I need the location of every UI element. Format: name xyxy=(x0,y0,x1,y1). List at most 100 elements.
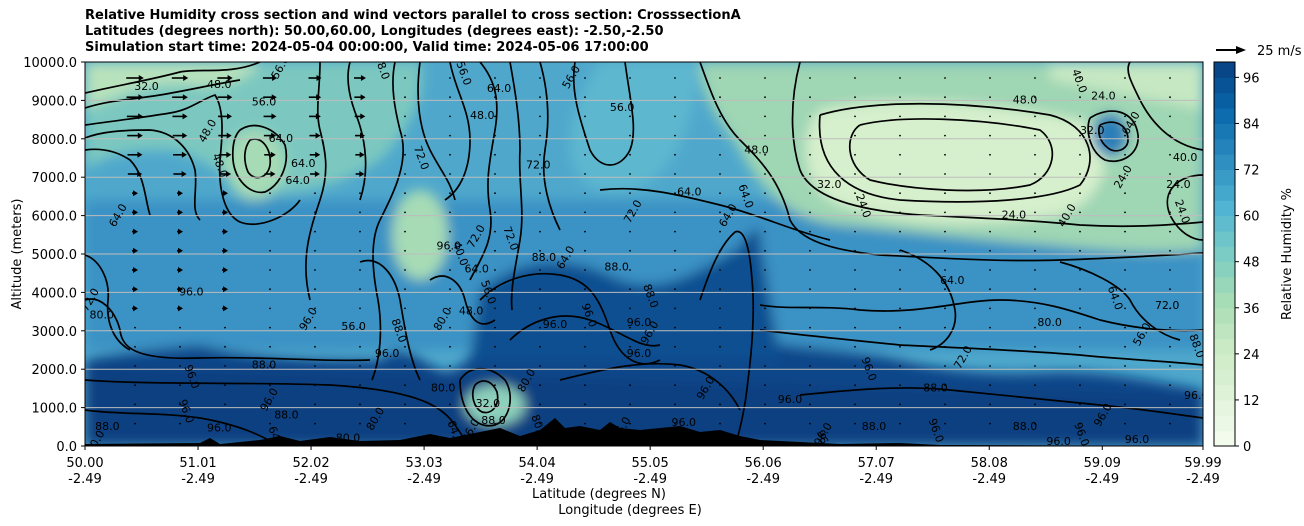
wind-vector xyxy=(224,326,226,329)
wind-vector-head xyxy=(315,113,321,120)
contour-label: 80.0 xyxy=(90,308,115,321)
wind-vector xyxy=(1169,422,1171,425)
wind-vector xyxy=(539,326,541,329)
contour-label: 72.0 xyxy=(1155,299,1180,312)
wind-vector xyxy=(944,422,946,425)
wind-vector xyxy=(989,403,991,406)
contour-label: 96.0 xyxy=(1184,389,1209,402)
wind-vector-head xyxy=(226,132,232,139)
wind-vector xyxy=(629,153,631,156)
wind-vector xyxy=(314,326,316,329)
wind-vector-head xyxy=(360,75,366,81)
wind-vector xyxy=(494,77,496,79)
y-tick-label: 8000.0 xyxy=(32,133,78,148)
wind-vector xyxy=(809,77,811,79)
wind-vector-head xyxy=(223,228,228,235)
wind-vector xyxy=(944,269,946,271)
wind-vector xyxy=(359,211,361,214)
colorbar-segment xyxy=(1214,200,1235,217)
wind-vector xyxy=(359,422,361,425)
wind-vector xyxy=(359,365,361,367)
wind-vector xyxy=(899,422,901,425)
wind-vector xyxy=(764,288,766,291)
wind-vector xyxy=(269,345,271,348)
y-tick-label: 2000.0 xyxy=(32,363,78,378)
contour-line xyxy=(1087,110,1139,163)
wind-vector xyxy=(674,422,676,425)
wind-vector xyxy=(809,96,811,99)
wind-vector xyxy=(449,77,451,79)
colorbar-segment xyxy=(1214,292,1235,309)
colorbar-segment xyxy=(1214,230,1235,247)
wind-vector xyxy=(1124,211,1126,214)
wind-vector-head xyxy=(271,113,277,120)
wind-vector xyxy=(1034,365,1036,367)
wind-vector xyxy=(899,134,901,137)
x-tick-label-lon: -2.49 xyxy=(859,472,893,487)
contour-line xyxy=(1098,121,1129,152)
wind-vector xyxy=(629,269,631,271)
wind-vector xyxy=(224,365,226,367)
contour-label: 48.0 xyxy=(459,305,484,318)
wind-vector xyxy=(719,173,721,175)
wind-vector xyxy=(854,134,856,137)
contour-line xyxy=(599,187,831,241)
contour-line xyxy=(359,259,421,381)
wind-vector xyxy=(1034,288,1036,291)
wind-vector xyxy=(359,249,361,252)
wind-vector xyxy=(314,403,316,406)
wind-vector xyxy=(359,403,361,406)
wind-vector xyxy=(674,96,676,99)
contour-label: 88.0 xyxy=(481,414,506,427)
wind-vector xyxy=(1079,153,1081,156)
wind-vector xyxy=(809,249,811,252)
contour-label: 96.0 xyxy=(778,393,803,406)
wind-vector-head xyxy=(182,132,188,139)
wind-vector xyxy=(944,384,946,387)
wind-vector xyxy=(1079,307,1081,310)
y-tick-label: 10000.0 xyxy=(23,56,77,71)
wind-vector xyxy=(449,345,451,348)
wind-vector xyxy=(899,230,901,233)
wind-vector xyxy=(539,403,541,406)
contour-line xyxy=(699,230,755,446)
contour-label: 96.0 xyxy=(655,427,680,440)
wind-vector-head xyxy=(226,113,232,120)
wind-vector xyxy=(629,384,631,387)
wind-vector xyxy=(809,307,811,310)
colorbar-segment xyxy=(1214,430,1235,447)
wind-vector xyxy=(1034,269,1036,271)
wind-vector xyxy=(359,230,361,233)
wind-vector-head xyxy=(178,209,183,216)
colorbar-frame xyxy=(1213,61,1236,447)
wind-vector-head xyxy=(223,209,228,216)
x-tick-label-lat: 55.05 xyxy=(632,456,669,471)
wind-vector xyxy=(449,96,451,99)
colorbar: 0 12 24 36 48 60 72 84 96 xyxy=(1213,61,1260,455)
wind-vector xyxy=(899,288,901,291)
contour-line xyxy=(509,62,523,311)
wind-vector xyxy=(494,230,496,233)
wind-vector xyxy=(404,192,406,195)
wind-vector xyxy=(764,307,766,310)
wind-vector xyxy=(539,249,541,252)
wind-vector xyxy=(179,345,181,348)
wind-vector xyxy=(134,326,136,329)
contour-line xyxy=(559,362,741,411)
humidity-contour-lines xyxy=(85,62,1203,446)
wind-vector xyxy=(899,365,901,367)
wind-vector xyxy=(1169,134,1171,137)
wind-vector xyxy=(989,422,991,425)
wind-vector xyxy=(1124,403,1126,406)
wind-vector-head xyxy=(359,132,365,139)
x-axis-label-line-2: Longitude (degrees E) xyxy=(558,503,702,518)
wind-vector xyxy=(179,326,181,329)
wind-vector xyxy=(764,345,766,348)
wind-vector xyxy=(854,288,856,291)
x-tick-label-lon: -2.49 xyxy=(1085,472,1119,487)
wind-vector xyxy=(404,115,406,118)
y-tick-label: 6000.0 xyxy=(32,210,78,225)
x-tick-label-lon: -2.49 xyxy=(407,472,441,487)
wind-vector xyxy=(1034,384,1036,387)
wind-vector xyxy=(269,365,271,367)
